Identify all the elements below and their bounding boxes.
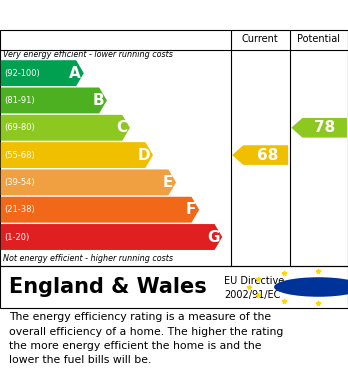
- Polygon shape: [1, 60, 84, 86]
- Text: (39-54): (39-54): [4, 178, 35, 187]
- Text: 78: 78: [314, 120, 335, 135]
- Polygon shape: [1, 115, 130, 141]
- Text: Potential: Potential: [298, 34, 340, 45]
- Text: C: C: [116, 120, 127, 135]
- Text: (81-91): (81-91): [4, 96, 35, 105]
- Text: (92-100): (92-100): [4, 69, 40, 78]
- Polygon shape: [1, 224, 222, 250]
- Text: G: G: [207, 230, 220, 244]
- Text: Very energy efficient - lower running costs: Very energy efficient - lower running co…: [3, 50, 173, 59]
- Polygon shape: [1, 142, 153, 168]
- Text: D: D: [137, 147, 150, 163]
- Text: (55-68): (55-68): [4, 151, 35, 160]
- Text: A: A: [69, 66, 81, 81]
- Text: England & Wales: England & Wales: [9, 277, 206, 297]
- Text: (1-20): (1-20): [4, 233, 30, 242]
- Text: Current: Current: [242, 34, 279, 45]
- Text: 68: 68: [256, 147, 278, 163]
- Polygon shape: [232, 145, 288, 165]
- Text: (69-80): (69-80): [4, 123, 35, 132]
- Polygon shape: [1, 169, 176, 196]
- Text: (21-38): (21-38): [4, 205, 35, 214]
- Text: 2002/91/EC: 2002/91/EC: [224, 290, 281, 300]
- Text: B: B: [93, 93, 104, 108]
- Text: E: E: [163, 175, 173, 190]
- Text: EU Directive: EU Directive: [224, 276, 285, 286]
- Polygon shape: [1, 197, 199, 222]
- Text: The energy efficiency rating is a measure of the
overall efficiency of a home. T: The energy efficiency rating is a measur…: [9, 312, 283, 365]
- Polygon shape: [1, 88, 107, 113]
- Text: Not energy efficient - higher running costs: Not energy efficient - higher running co…: [3, 254, 173, 263]
- Ellipse shape: [274, 277, 348, 297]
- Polygon shape: [291, 118, 347, 138]
- Text: Energy Efficiency Rating: Energy Efficiency Rating: [9, 7, 211, 23]
- Text: F: F: [186, 202, 196, 217]
